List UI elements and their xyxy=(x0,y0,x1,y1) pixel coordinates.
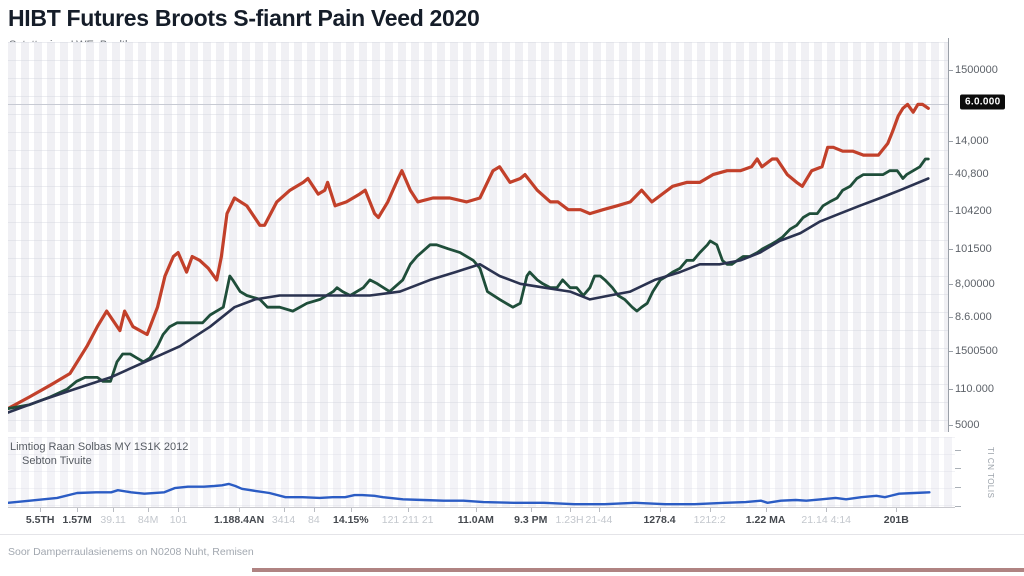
x-axis-tick-label: 84M xyxy=(137,514,159,526)
x-axis-tick-label: 39.11 xyxy=(100,514,126,526)
y-axis-tick-label: 8.6.000 xyxy=(949,310,992,323)
y-axis-price-badge: 6.0.000 xyxy=(960,94,1006,110)
source-note: Soor Damperraulasienems on N0208 Nuht, R… xyxy=(8,546,254,558)
volume-series-svg xyxy=(8,482,931,506)
x-axis-tick-label: 84 xyxy=(308,514,320,526)
volume-label: Limtiog Raan Solbas MY 1S1K 2012 Sebton … xyxy=(10,440,188,468)
major-gridline xyxy=(8,104,948,105)
x-axis-tick-mark xyxy=(350,508,352,512)
x-axis-tick-mark xyxy=(659,508,661,512)
x-axis-tick-mark xyxy=(283,508,285,512)
blue-volume-series xyxy=(8,482,931,506)
x-axis-tick-label: 101 xyxy=(169,514,188,526)
x-axis-tick-label: 201B xyxy=(883,514,909,526)
x-axis-tick-mark xyxy=(113,508,115,512)
y-axis-labels: 1500000 6.0.000 14,000 40,800 104200 101500 8,… xyxy=(948,42,1024,432)
volume-axis-label: TI CN TOLIS xyxy=(986,447,995,499)
x-axis-tick-mark xyxy=(765,508,767,512)
x-axis-tick-label: 21.14 4:14 xyxy=(801,514,852,526)
x-axis-tick-mark xyxy=(826,508,828,512)
x-axis-tick-mark xyxy=(239,508,241,512)
x-axis-tick-label: 1278.4 xyxy=(643,514,676,526)
x-axis-tick-label: 1.57M xyxy=(62,514,92,526)
y-axis-tick-label: 104200 xyxy=(949,205,992,218)
x-axis-tick-label: 1212:2 xyxy=(693,514,726,526)
x-axis-tick-label: 11.0AM xyxy=(457,514,494,526)
x-axis-tick-mark xyxy=(407,508,409,512)
x-axis-tick-mark xyxy=(313,508,315,512)
x-axis-tick-mark xyxy=(148,508,150,512)
volume-axis-ticks xyxy=(955,450,963,510)
y-axis-tick-label: 101500 xyxy=(949,242,992,255)
chart-title: HIBT Futures Broots S-fianrt Pain Veed 2… xyxy=(8,5,480,31)
y-axis-tick-label: 1500000 xyxy=(949,64,998,77)
y-axis-tick-label: 8,00000 xyxy=(949,277,995,290)
x-axis-tick-label: 5.5TH xyxy=(25,514,55,526)
footer-separator xyxy=(0,534,1024,535)
x-axis-tick-label: 14.15% xyxy=(333,514,369,526)
y-axis-tick-label: 40,800 xyxy=(949,168,989,181)
x-axis-tick-mark xyxy=(178,508,180,512)
volume-label-line1: Limtiog Raan Solbas MY 1S1K 2012 xyxy=(10,441,189,453)
navy-series xyxy=(8,177,930,414)
x-axis-tick-label: 9.3 PM xyxy=(514,514,548,526)
x-axis-tick-mark xyxy=(569,508,571,512)
price-axis-line xyxy=(948,38,949,432)
bottom-accent-bar xyxy=(252,568,1024,572)
x-axis-tick-mark xyxy=(896,508,898,512)
green-series xyxy=(8,157,930,411)
x-axis-tick-mark xyxy=(530,508,532,512)
main-series-svg xyxy=(8,102,930,414)
x-axis: 5.5TH 1.57M 39.11 84M 101 1.188.4AN 3414 84 14.1… xyxy=(8,507,955,530)
x-axis-tick-label: 1.23H xyxy=(555,514,584,526)
x-axis-tick-label: 3414 xyxy=(271,514,296,526)
main-chart-panel xyxy=(8,42,948,432)
red-series xyxy=(8,102,930,411)
x-axis-tick-label: 21-44 xyxy=(585,514,613,526)
volume-panel xyxy=(8,437,955,507)
x-axis-tick-mark xyxy=(77,508,79,512)
y-axis-tick-label: 1500500 xyxy=(949,345,998,358)
y-axis-tick-label: 5000 xyxy=(948,418,980,431)
x-axis-tick-mark xyxy=(598,508,600,512)
x-axis-tick-label: 1.188.4AN xyxy=(213,514,265,526)
x-axis-tick-label: 1.22 MA xyxy=(745,514,786,526)
x-axis-tick-mark xyxy=(40,508,42,512)
volume-label-line2: Sebton Tivuite xyxy=(22,455,92,467)
y-axis-tick-label: 110.000 xyxy=(949,383,994,396)
x-axis-tick-label: 121 211 21 xyxy=(381,514,434,526)
x-axis-tick-mark xyxy=(475,508,477,512)
y-axis-tick-label: 14,000 xyxy=(949,134,989,147)
x-axis-tick-mark xyxy=(709,508,711,512)
